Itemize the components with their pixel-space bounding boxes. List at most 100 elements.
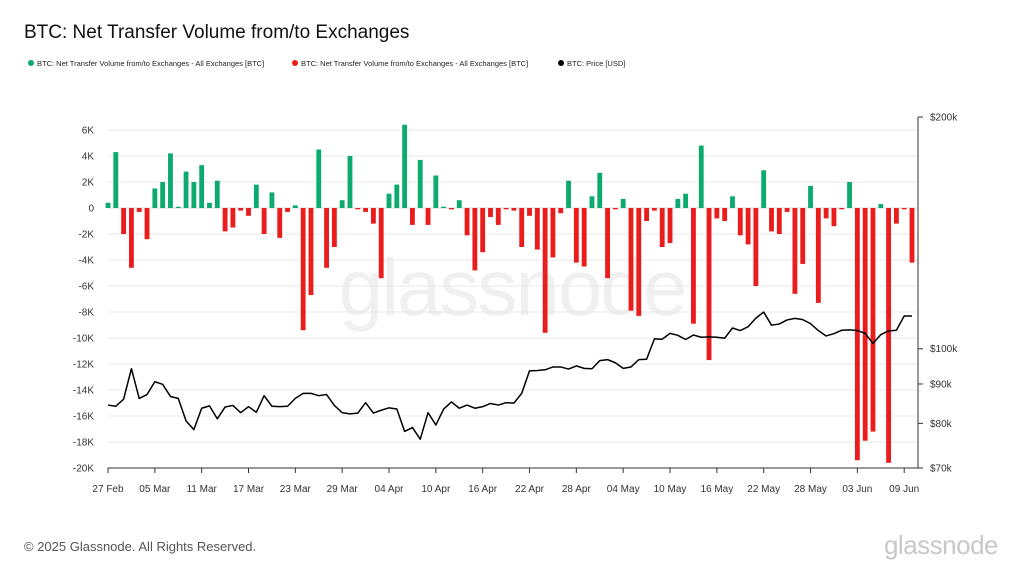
outflow-bar[interactable]	[901, 208, 907, 210]
outflow-bar[interactable]	[776, 208, 782, 234]
inflow-bar[interactable]	[347, 156, 353, 208]
price-series[interactable]	[107, 311, 912, 440]
inflow-bar[interactable]	[683, 193, 689, 208]
outflow-bar[interactable]	[714, 208, 720, 219]
outflow-bar[interactable]	[308, 208, 314, 296]
inflow-bar[interactable]	[160, 182, 166, 208]
inflow-bar[interactable]	[105, 202, 111, 208]
outflow-bar[interactable]	[753, 208, 759, 286]
outflow-bar[interactable]	[246, 208, 251, 216]
outflow-bar[interactable]	[480, 208, 486, 253]
inflow-bar[interactable]	[456, 200, 462, 208]
inflow-bar[interactable]	[566, 180, 571, 208]
inflow-bar[interactable]	[199, 165, 205, 208]
outflow-bar[interactable]	[886, 208, 891, 463]
outflow-bar[interactable]	[503, 208, 509, 210]
outflow-bar[interactable]	[222, 208, 228, 232]
outflow-bar[interactable]	[472, 208, 478, 271]
inflow-bar[interactable]	[168, 153, 173, 208]
inflow-bar[interactable]	[191, 182, 197, 208]
outflow-bar[interactable]	[300, 208, 306, 331]
outflow-bar[interactable]	[464, 208, 470, 236]
outflow-bar[interactable]	[573, 208, 579, 263]
outflow-bar[interactable]	[534, 208, 540, 250]
inflow-bar[interactable]	[417, 159, 423, 208]
inflow-bar[interactable]	[113, 152, 119, 208]
outflow-bar[interactable]	[605, 208, 610, 279]
outflow-bar[interactable]	[331, 208, 337, 247]
outflow-bar[interactable]	[870, 208, 876, 432]
glassnode-logo[interactable]: glassnode	[883, 530, 999, 560]
bar-series[interactable]	[105, 124, 915, 463]
outflow-bar[interactable]	[667, 208, 673, 244]
outflow-bar[interactable]	[129, 208, 134, 268]
outflow-bar[interactable]	[706, 208, 712, 361]
outflow-bar[interactable]	[449, 208, 454, 210]
outflow-bar[interactable]	[651, 208, 657, 211]
outflow-bar[interactable]	[488, 208, 493, 218]
outflow-bar[interactable]	[363, 208, 369, 212]
price-line[interactable]	[107, 311, 912, 440]
legend-item-inflow[interactable]: BTC: Net Transfer Volume from/to Exchang…	[28, 59, 264, 68]
outflow-bar[interactable]	[370, 208, 376, 224]
inflow-bar[interactable]	[878, 204, 884, 208]
outflow-bar[interactable]	[324, 208, 329, 268]
outflow-bar[interactable]	[722, 208, 728, 221]
inflow-bar[interactable]	[402, 124, 408, 208]
outflow-bar[interactable]	[839, 208, 845, 210]
inflow-bar[interactable]	[730, 196, 735, 208]
outflow-bar[interactable]	[659, 208, 665, 247]
inflow-bar[interactable]	[175, 206, 181, 208]
inflow-bar[interactable]	[433, 175, 439, 209]
outflow-bar[interactable]	[800, 208, 806, 264]
inflow-bar[interactable]	[441, 206, 447, 208]
outflow-bar[interactable]	[737, 208, 743, 236]
legend-item-outflow[interactable]: BTC: Net Transfer Volume from/to Exchang…	[292, 59, 528, 68]
outflow-bar[interactable]	[495, 208, 501, 225]
inflow-bar[interactable]	[339, 200, 345, 208]
outflow-bar[interactable]	[136, 208, 142, 212]
outflow-bar[interactable]	[815, 208, 821, 303]
outflow-bar[interactable]	[691, 208, 696, 324]
inflow-bar[interactable]	[207, 202, 212, 208]
outflow-bar[interactable]	[410, 208, 415, 225]
inflow-bar[interactable]	[214, 180, 220, 208]
inflow-bar[interactable]	[394, 184, 400, 208]
outflow-bar[interactable]	[519, 208, 525, 247]
outflow-bar[interactable]	[355, 208, 361, 210]
outflow-bar[interactable]	[527, 208, 532, 216]
inflow-bar[interactable]	[847, 182, 852, 208]
legend-item-price[interactable]: BTC: Price [USD]	[558, 59, 625, 68]
outflow-bar[interactable]	[636, 208, 642, 316]
outflow-bar[interactable]	[285, 208, 290, 212]
outflow-bar[interactable]	[230, 208, 236, 228]
outflow-bar[interactable]	[558, 208, 564, 214]
inflow-bar[interactable]	[269, 192, 275, 208]
inflow-bar[interactable]	[761, 170, 767, 208]
inflow-bar[interactable]	[292, 205, 298, 208]
outflow-bar[interactable]	[261, 208, 267, 234]
outflow-bar[interactable]	[745, 208, 751, 245]
inflow-bar[interactable]	[808, 185, 813, 208]
outflow-bar[interactable]	[792, 208, 798, 294]
outflow-bar[interactable]	[581, 208, 587, 267]
inflow-bar[interactable]	[386, 193, 392, 208]
inflow-bar[interactable]	[698, 145, 704, 208]
outflow-bar[interactable]	[823, 208, 829, 219]
outflow-bar[interactable]	[238, 208, 244, 211]
inflow-bar[interactable]	[152, 188, 158, 209]
inflow-bar[interactable]	[183, 171, 189, 208]
outflow-bar[interactable]	[378, 208, 384, 279]
inflow-bar[interactable]	[620, 198, 626, 208]
outflow-bar[interactable]	[862, 208, 868, 441]
outflow-bar[interactable]	[550, 208, 556, 258]
outflow-bar[interactable]	[277, 208, 283, 238]
outflow-bar[interactable]	[909, 208, 915, 263]
outflow-bar[interactable]	[784, 208, 790, 212]
inflow-bar[interactable]	[675, 198, 681, 208]
inflow-bar[interactable]	[253, 184, 259, 208]
outflow-bar[interactable]	[769, 208, 774, 232]
outflow-bar[interactable]	[893, 208, 899, 224]
outflow-bar[interactable]	[542, 208, 548, 333]
